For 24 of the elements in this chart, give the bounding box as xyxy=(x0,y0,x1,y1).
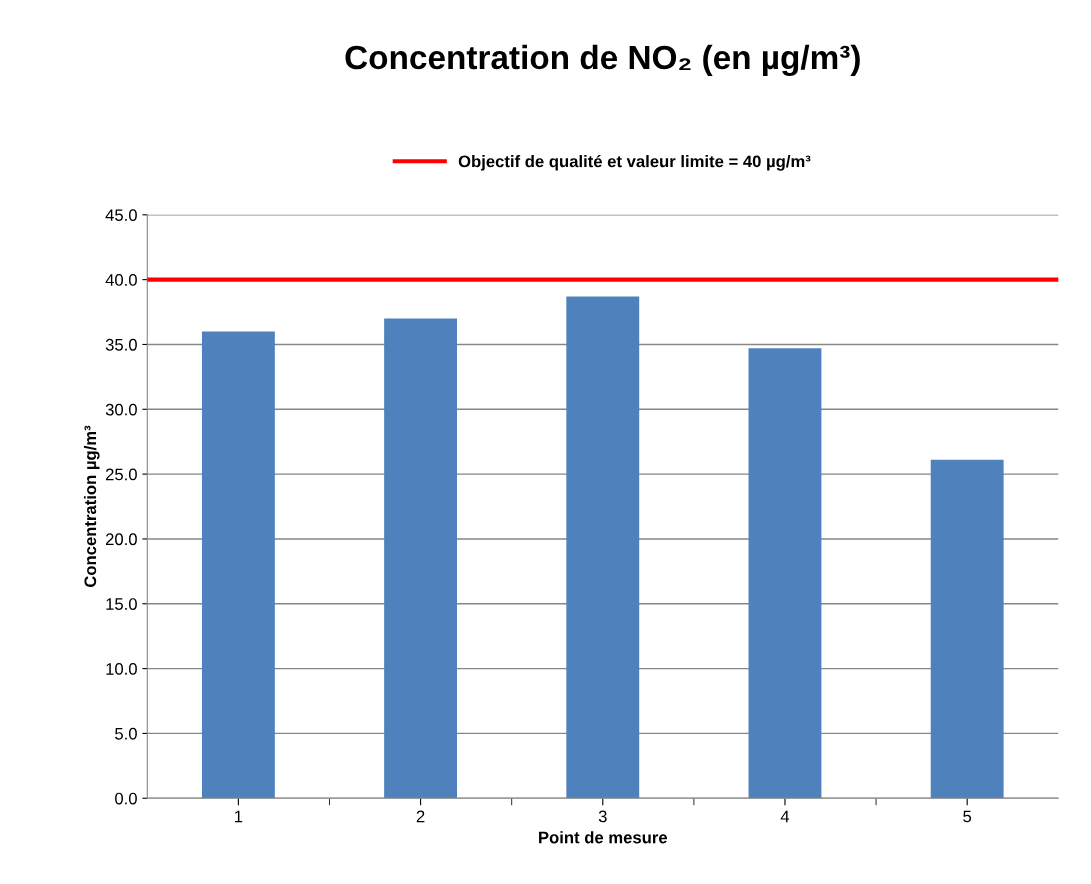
bar xyxy=(930,459,1004,799)
x-tick-label: 3 xyxy=(598,810,607,823)
legend-label: Objectif de qualité et valeur limite = 40 µg/m³ xyxy=(458,154,811,171)
y-axis-title: Concentration µg/m³ xyxy=(83,425,100,588)
x-tick-label: 2 xyxy=(416,810,425,823)
y-tick-label: 30.0 xyxy=(105,403,137,416)
y-tick-label: 25.0 xyxy=(105,468,137,481)
y-tick-label: 10.0 xyxy=(106,663,137,675)
x-tick-label: 4 xyxy=(780,810,790,823)
bar xyxy=(566,296,640,799)
y-tick-label: 15.0 xyxy=(106,598,137,610)
y-tick-label: 20.0 xyxy=(105,533,137,546)
x-axis-title: Point de mesure xyxy=(539,831,668,844)
x-tick-label: 1 xyxy=(235,810,243,823)
y-tick-label: 40.0 xyxy=(105,274,137,286)
y-tick-label: 5.0 xyxy=(115,727,137,740)
bar xyxy=(201,331,275,799)
y-tick-label: 0.0 xyxy=(115,792,137,805)
y-tick-label: 45.0 xyxy=(105,209,137,222)
bar xyxy=(748,348,822,799)
bar xyxy=(384,318,458,799)
x-tick-label: 5 xyxy=(963,810,972,823)
chart-title: Concentration de NO₂ (en µg/m³) xyxy=(345,44,860,77)
y-tick-label: 35.0 xyxy=(105,338,137,351)
